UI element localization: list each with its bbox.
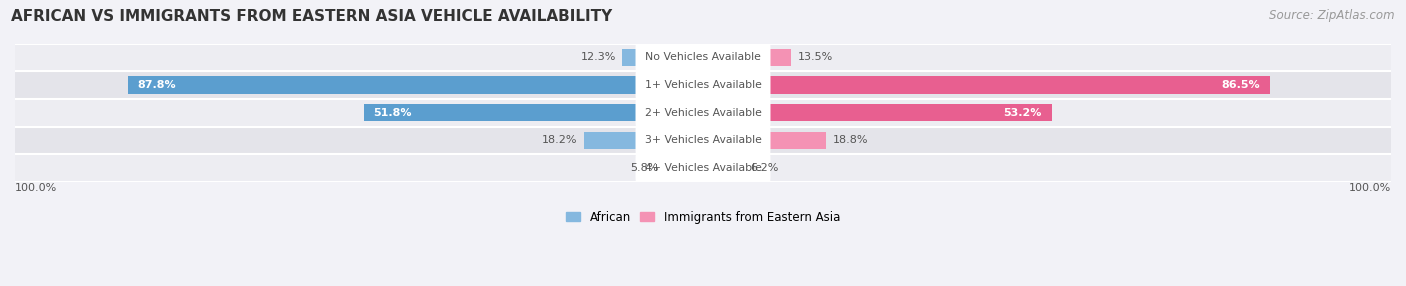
Text: 87.8%: 87.8% [138, 80, 176, 90]
Bar [15, 71, 1391, 99]
Bar [364, 104, 703, 121]
Text: 13.5%: 13.5% [799, 52, 834, 62]
Text: 3+ Vehicles Available: 3+ Vehicles Available [644, 135, 762, 145]
Bar [15, 126, 1391, 154]
Bar [15, 154, 1391, 182]
FancyBboxPatch shape [636, 41, 770, 74]
Text: No Vehicles Available: No Vehicles Available [645, 52, 761, 62]
FancyBboxPatch shape [636, 151, 770, 185]
Text: 18.8%: 18.8% [832, 135, 869, 145]
Bar [703, 132, 827, 149]
Legend: African, Immigrants from Eastern Asia: African, Immigrants from Eastern Asia [561, 206, 845, 229]
Text: 53.2%: 53.2% [1004, 108, 1042, 118]
Bar [583, 132, 703, 149]
Text: 2+ Vehicles Available: 2+ Vehicles Available [644, 108, 762, 118]
Text: 4+ Vehicles Available: 4+ Vehicles Available [644, 163, 762, 173]
Text: AFRICAN VS IMMIGRANTS FROM EASTERN ASIA VEHICLE AVAILABILITY: AFRICAN VS IMMIGRANTS FROM EASTERN ASIA … [11, 9, 613, 23]
Bar [665, 159, 703, 176]
Bar [128, 76, 703, 94]
Text: 100.0%: 100.0% [15, 183, 58, 193]
Text: 51.8%: 51.8% [374, 108, 412, 118]
Text: 1+ Vehicles Available: 1+ Vehicles Available [644, 80, 762, 90]
Text: 6.2%: 6.2% [751, 163, 779, 173]
Bar [15, 99, 1391, 126]
Text: 18.2%: 18.2% [541, 135, 578, 145]
Bar [623, 49, 703, 66]
Bar [703, 76, 1270, 94]
FancyBboxPatch shape [636, 68, 770, 102]
Text: 5.8%: 5.8% [630, 163, 658, 173]
Bar [15, 43, 1391, 71]
Text: 86.5%: 86.5% [1222, 80, 1260, 90]
Bar [703, 49, 792, 66]
Text: 100.0%: 100.0% [1348, 183, 1391, 193]
Text: Source: ZipAtlas.com: Source: ZipAtlas.com [1270, 9, 1395, 21]
FancyBboxPatch shape [636, 96, 770, 130]
Text: 12.3%: 12.3% [581, 52, 616, 62]
FancyBboxPatch shape [636, 124, 770, 157]
Bar [703, 159, 744, 176]
Bar [703, 104, 1052, 121]
